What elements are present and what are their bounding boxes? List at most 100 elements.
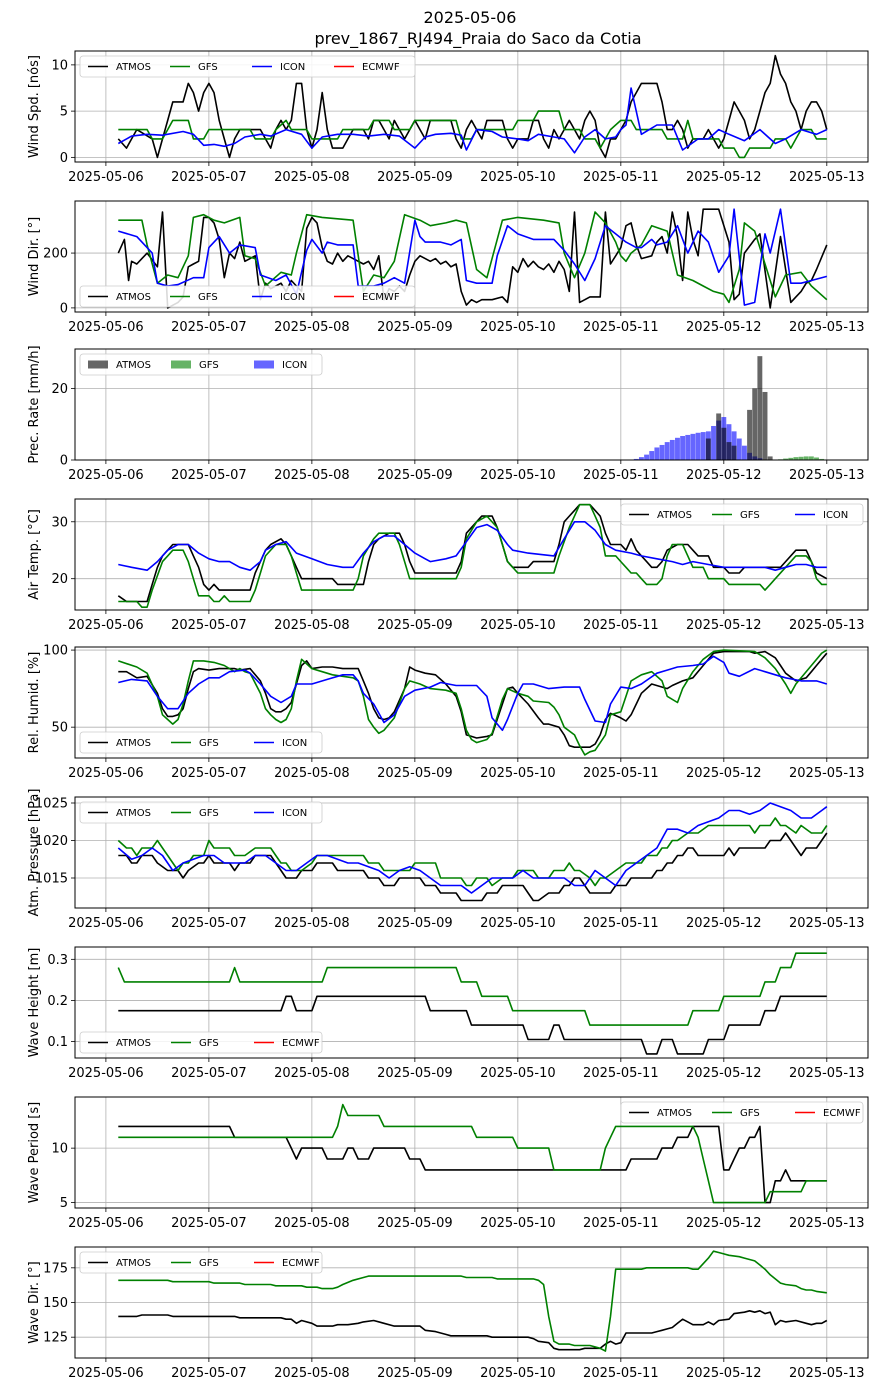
bar-atmos	[757, 356, 763, 460]
bar-icon	[680, 436, 686, 460]
legend: ATMOS GFS ECMWF	[79, 1251, 323, 1274]
legend-frame	[79, 55, 416, 78]
x-tick-label: 2025-05-06	[68, 1216, 144, 1231]
legend-frame	[79, 1031, 323, 1054]
legend-frame	[79, 1251, 323, 1274]
panel-9: 2025-05-06 2025-05-07 2025-05-08 2025-05-09…	[27, 1246, 869, 1381]
x-tick-label: 2025-05-11	[583, 916, 659, 931]
legend-label-atmos: ATMOS	[116, 360, 151, 371]
y-tick-label: 150	[43, 1296, 68, 1311]
bar-icon	[695, 432, 701, 460]
panel-2: 2025-05-06 2025-05-07 2025-05-08 2025-05-09…	[27, 200, 869, 335]
x-tick-label: 2025-05-09	[377, 468, 453, 483]
x-tick-label: 2025-05-11	[583, 468, 659, 483]
series-line-atmos	[118, 832, 828, 902]
bar-icon	[649, 451, 655, 460]
series-line-icon	[118, 655, 828, 732]
x-tick-label: 2025-05-09	[377, 320, 453, 335]
panel-1: 2025-05-06 2025-05-07 2025-05-08 2025-05-09…	[27, 50, 869, 185]
plot-area	[633, 356, 825, 460]
series-line-atmos	[118, 1310, 828, 1351]
plot-frame	[74, 348, 869, 461]
plot-frame	[74, 50, 869, 163]
legend-label-ecmwf: ECMWF	[362, 292, 400, 303]
x-tick-label: 2025-05-10	[480, 1366, 556, 1381]
chart-panels: 2025-05-06 2025-05-07 2025-05-08 2025-05-09…	[27, 50, 869, 1381]
x-tick-label: 2025-05-10	[480, 916, 556, 931]
bar-icon	[633, 458, 639, 460]
bar-icon	[644, 454, 650, 460]
bar-gfs	[783, 458, 789, 460]
x-tick-label: 2025-05-07	[171, 320, 247, 335]
series-line-gfs	[118, 211, 828, 304]
legend-label-gfs: GFS	[199, 738, 219, 749]
legend: ATMOS GFS ECMWF	[620, 1101, 864, 1124]
y-axis-label: Atm. Pressure [hPa]	[27, 789, 42, 917]
x-tick-label: 2025-05-06	[68, 766, 144, 781]
x-tick-label: 2025-05-11	[583, 170, 659, 185]
legend: ATMOS GFS ICON	[620, 503, 864, 526]
x-tick-label: 2025-05-08	[274, 618, 350, 633]
series-line-icon	[117, 87, 828, 154]
y-axis-label: Rel. Humid. [%]	[27, 652, 42, 754]
panel-5: 2025-05-06 2025-05-07 2025-05-08 2025-05-09…	[27, 644, 869, 781]
x-tick-label: 2025-05-10	[480, 766, 556, 781]
x-tick-label: 2025-05-07	[171, 766, 247, 781]
plot-area	[118, 649, 828, 756]
x-tick-label: 2025-05-09	[377, 1216, 453, 1231]
x-tick-label: 2025-05-06	[68, 916, 144, 931]
y-tick-label: 20	[51, 382, 68, 397]
chart-subtitle: prev_1867_RJ494_Praia do Saco da Cotia	[314, 29, 641, 49]
legend-label-ecmwf: ECMWF	[362, 62, 400, 73]
legend-label-icon: ICON	[282, 808, 307, 819]
series-line-icon	[118, 208, 828, 306]
series-line-gfs	[117, 817, 828, 887]
x-tick-label: 2025-05-13	[789, 1366, 865, 1381]
x-tick-label: 2025-05-10	[480, 618, 556, 633]
panel-3: 2025-05-06 2025-05-07 2025-05-08 2025-05-09…	[27, 345, 869, 483]
x-tick-label: 2025-05-13	[789, 468, 865, 483]
legend-label-atmos: ATMOS	[116, 292, 151, 303]
legend-label-icon: ICON	[280, 292, 305, 303]
x-tick-label: 2025-05-12	[686, 468, 762, 483]
x-tick-label: 2025-05-11	[583, 1366, 659, 1381]
legend-swatch-gfs	[171, 360, 191, 369]
series-line-gfs	[118, 110, 827, 159]
x-tick-label: 2025-05-07	[171, 1216, 247, 1231]
series-line-atmos	[118, 1125, 827, 1204]
x-tick-label: 2025-05-06	[68, 1366, 144, 1381]
x-tick-label: 2025-05-10	[480, 1216, 556, 1231]
bar-icon	[711, 425, 716, 460]
plot-area	[117, 952, 827, 1055]
legend-label-icon: ICON	[823, 510, 848, 521]
legend-label-gfs: GFS	[198, 62, 218, 73]
series-line-gfs	[118, 503, 827, 608]
y-tick-label: 1015	[35, 872, 68, 887]
x-tick-label: 2025-05-06	[68, 320, 144, 335]
plot-area	[117, 54, 828, 159]
panel-8: 2025-05-06 2025-05-07 2025-05-08 2025-05-09…	[27, 1096, 869, 1231]
legend-frame	[620, 503, 864, 526]
chart-title: 2025-05-06	[424, 8, 517, 27]
x-tick-label: 2025-05-07	[171, 916, 247, 931]
bar-icon	[664, 442, 670, 460]
plot-area	[117, 503, 828, 608]
y-tick-label: 5	[60, 105, 68, 120]
legend-label-gfs: GFS	[199, 1038, 219, 1049]
legend-label-gfs: GFS	[740, 1108, 760, 1119]
legend: ATMOS GFS ICON ECMWF	[79, 285, 416, 308]
legend-label-gfs: GFS	[199, 808, 219, 819]
y-tick-label: 0.3	[47, 953, 68, 968]
bar-icon	[659, 444, 665, 460]
bar-gfs	[808, 456, 814, 460]
series-line-icon	[117, 802, 828, 894]
legend-label-atmos: ATMOS	[116, 808, 151, 819]
x-tick-label: 2025-05-08	[274, 170, 350, 185]
x-tick-label: 2025-05-11	[583, 1216, 659, 1231]
y-axis-label: Air Temp. [°C]	[27, 509, 42, 600]
x-tick-label: 2025-05-06	[68, 618, 144, 633]
x-tick-label: 2025-05-08	[274, 1366, 350, 1381]
y-tick-label: 30	[51, 515, 68, 530]
x-tick-label: 2025-05-13	[789, 320, 865, 335]
